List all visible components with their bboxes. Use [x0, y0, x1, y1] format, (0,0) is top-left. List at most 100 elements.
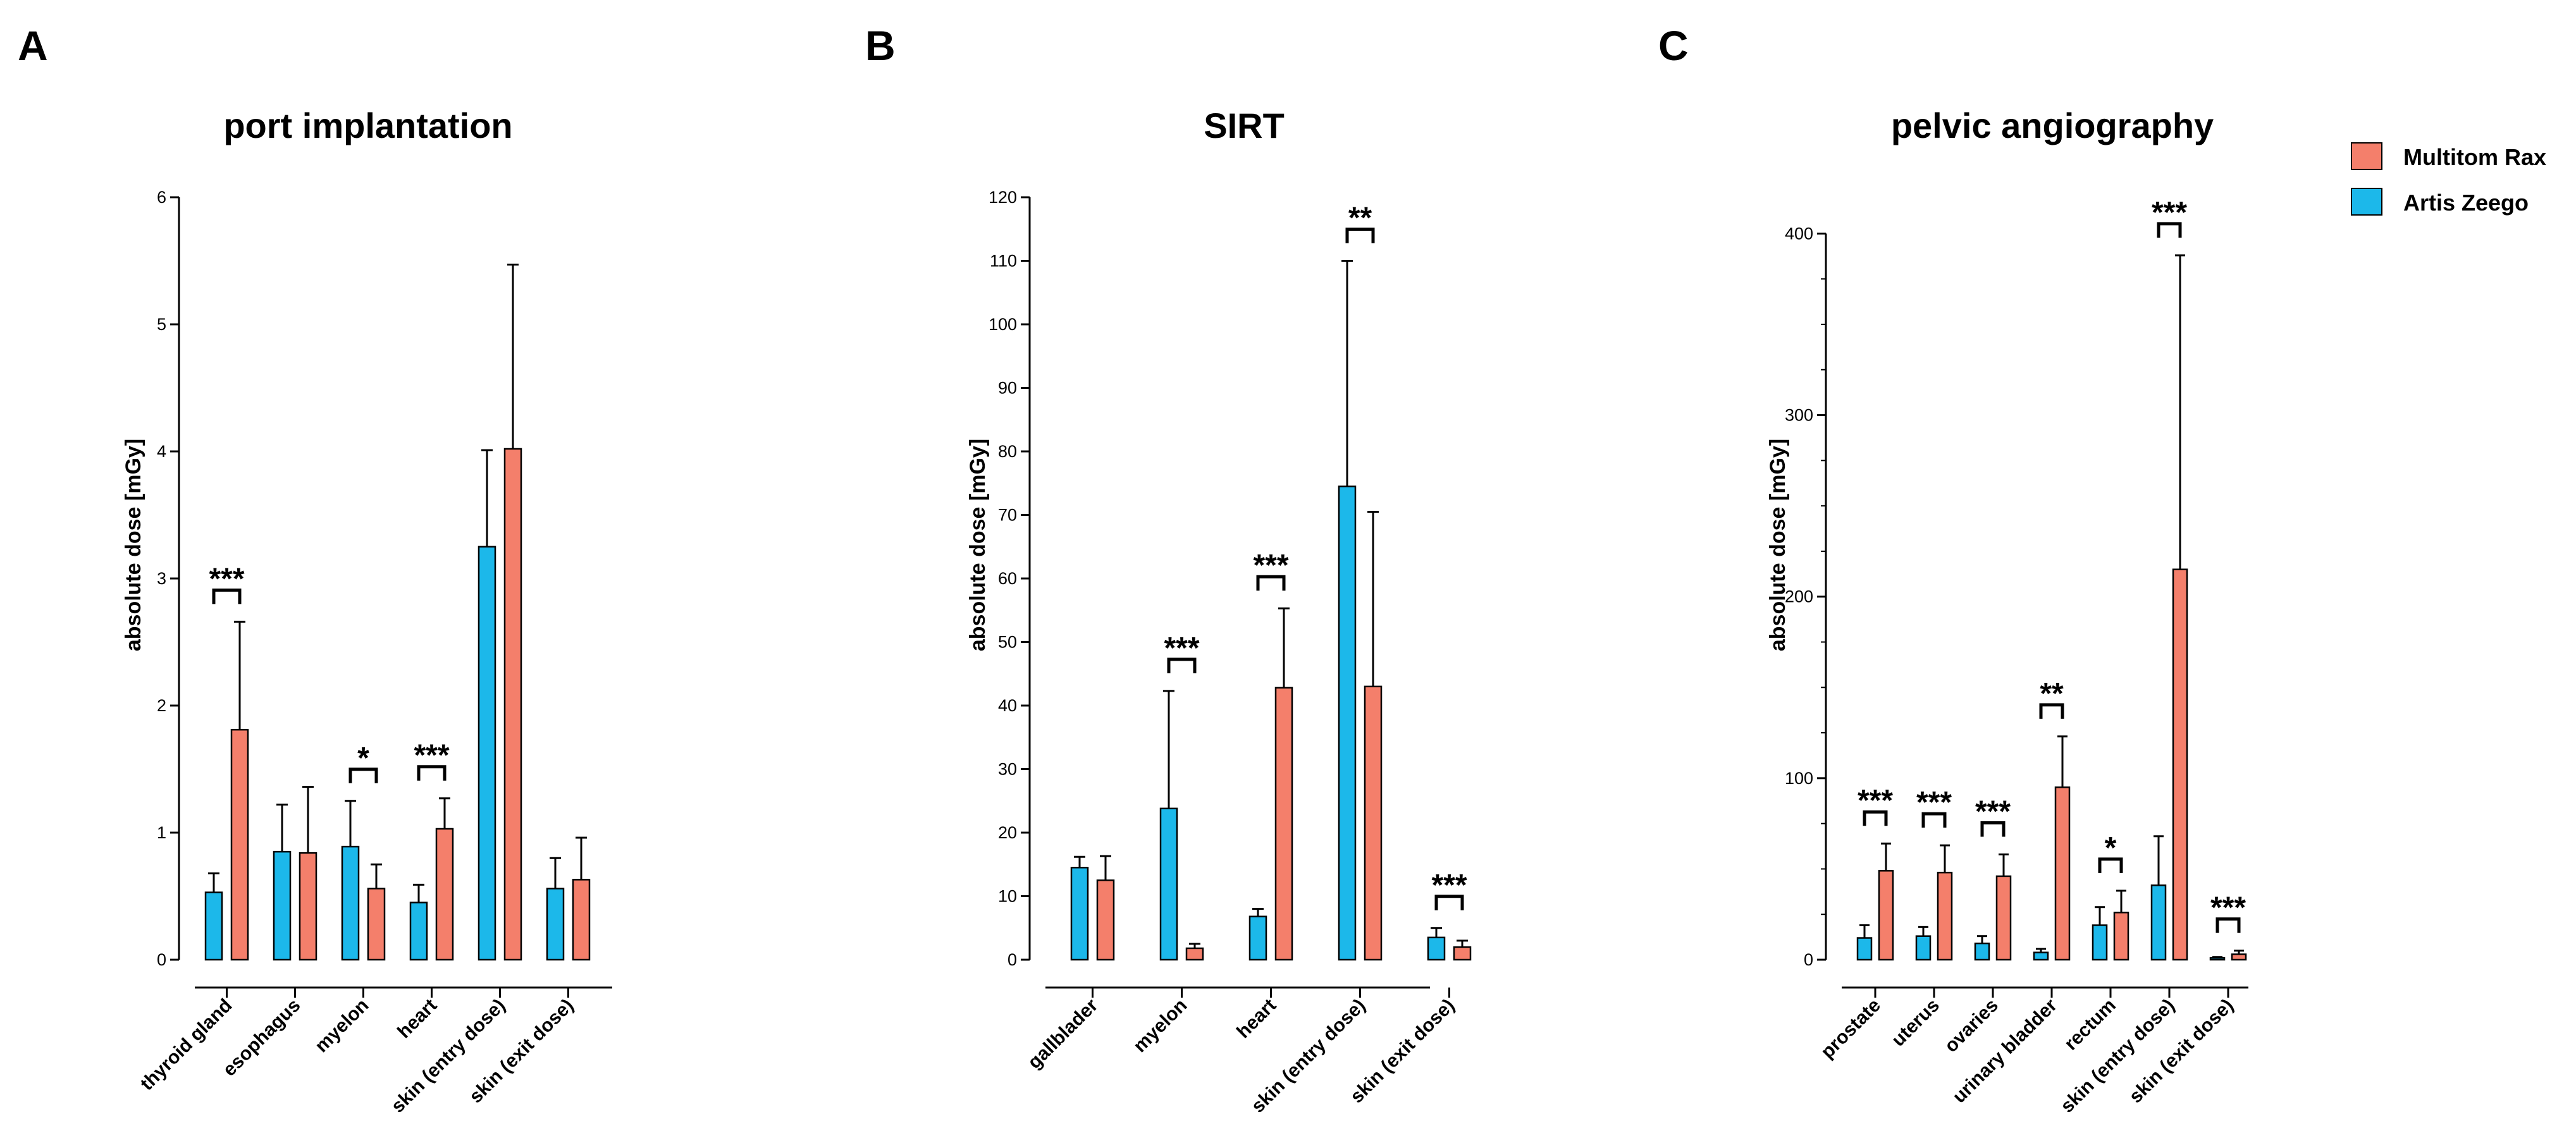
legend-label-artis: Artis Zeego — [2403, 190, 2529, 216]
y-tick-label: 1 — [157, 823, 166, 842]
significance-bracket — [1256, 575, 1286, 591]
bar-multitom — [1096, 879, 1115, 961]
y-tick-label: 6 — [157, 188, 166, 207]
significance-label: *** — [414, 739, 449, 773]
bar-multitom — [435, 828, 454, 961]
bar-artis — [273, 850, 292, 961]
category-label: skin (entry dose) — [2057, 995, 2179, 1117]
bar-artis — [2092, 924, 2108, 961]
significance-bracket — [1434, 895, 1464, 910]
bar-artis — [1974, 942, 1990, 961]
panel-title: pelvic angiography — [1891, 106, 2214, 145]
significance-bracket — [1345, 228, 1375, 243]
y-tick-label: 300 — [1785, 406, 1813, 425]
y-tick-label: 40 — [998, 696, 1017, 715]
legend-swatch-multitom — [2351, 142, 2382, 170]
y-tick-label: 4 — [157, 442, 166, 461]
y-tick-label: 100 — [1785, 769, 1813, 788]
bar-multitom — [2172, 568, 2188, 961]
significance-bracket — [348, 768, 378, 783]
significance-label: *** — [2210, 891, 2246, 925]
significance-bracket — [417, 765, 447, 781]
category-label: prostate — [1817, 995, 1885, 1063]
bar-artis — [1248, 915, 1267, 961]
bar-multitom — [1185, 947, 1204, 961]
legend: Multitom Rax Artis Zeego — [2351, 142, 2546, 216]
significance-label: ** — [2040, 677, 2064, 711]
y-tick-label: 120 — [989, 188, 1017, 207]
bar-artis — [1338, 486, 1357, 961]
bar-artis — [478, 546, 496, 961]
panel-c: C pelvic angiography absolute dose [mGy]… — [1658, 22, 2248, 1117]
bar-multitom — [1878, 870, 1894, 961]
panel-b: B SIRT absolute dose [mGy] 0 10 20 30 40 50 60… — [865, 22, 1472, 1117]
y-tick-label: 400 — [1785, 224, 1813, 243]
bar-multitom — [367, 888, 386, 961]
y-tick-label: 20 — [998, 823, 1017, 842]
significance-label: *** — [1253, 549, 1288, 582]
significance-bracket — [1167, 658, 1197, 673]
bar-artis — [409, 902, 428, 961]
y-tick-label: 50 — [998, 633, 1017, 652]
panel-letter: A — [18, 22, 48, 69]
y-tick-label: 90 — [998, 379, 1017, 398]
bar-artis — [1159, 807, 1178, 961]
y-tick-label: 3 — [157, 569, 166, 588]
panel-a: A port implantation absolute dose [mGy] … — [18, 22, 612, 1117]
significance-bracket — [2039, 703, 2064, 719]
significance-bracket — [212, 588, 242, 604]
y-tick-label: 60 — [998, 569, 1017, 588]
significance-bracket — [2157, 222, 2182, 238]
significance-label: *** — [1916, 786, 1952, 819]
bar-artis — [1915, 935, 1932, 961]
y-tick-label: 10 — [998, 887, 1017, 906]
bar-artis — [2150, 884, 2167, 961]
bar-artis — [1070, 867, 1089, 961]
significance-label: *** — [1431, 869, 1467, 902]
plot-area: 0 10 20 30 40 50 60 70 80 90 100 110 120 gallblader my… — [989, 188, 1472, 1117]
bar-artis — [204, 891, 223, 961]
significance-bracket — [2098, 857, 2123, 873]
significance-label: *** — [209, 562, 244, 596]
category-label: skin (entry dose) — [387, 995, 509, 1117]
significance-label: *** — [2152, 196, 2187, 229]
bar-multitom — [1937, 871, 1953, 961]
y-tick-label: 30 — [998, 760, 1017, 779]
bar-artis — [1856, 937, 1873, 961]
bar-multitom — [2113, 912, 2129, 961]
panel-letter: C — [1658, 22, 1689, 69]
bar-artis — [2209, 957, 2226, 961]
legend-swatch-artis — [2351, 188, 2382, 216]
panel-letter: B — [865, 22, 896, 69]
legend-label-multitom: Multitom Rax — [2403, 144, 2546, 170]
bar-artis — [2033, 951, 2049, 961]
significance-label: * — [357, 742, 369, 775]
significance-bracket — [2215, 917, 2241, 933]
bar-multitom — [1453, 946, 1472, 961]
y-tick-label: 0 — [1804, 950, 1813, 969]
bar-artis — [341, 845, 360, 961]
category-label: rectum — [2061, 995, 2120, 1055]
significance-bracket — [1980, 821, 2006, 837]
significance-label: *** — [1858, 784, 1893, 817]
significance-label: *** — [1164, 632, 1199, 665]
bar-multitom — [2054, 786, 2071, 961]
significance-label: *** — [1975, 795, 2011, 828]
panel-title: SIRT — [1204, 106, 1285, 145]
y-tick-label: 5 — [157, 315, 166, 334]
y-axis-label: absolute dose [mGy] — [966, 439, 990, 651]
bar-multitom — [1274, 687, 1293, 961]
bar-multitom — [2231, 953, 2247, 961]
y-tick-label: 80 — [998, 442, 1017, 461]
bar-multitom — [1364, 685, 1383, 961]
y-axis-label: absolute dose [mGy] — [121, 439, 145, 651]
y-tick-label: 110 — [990, 252, 1017, 271]
category-label: urinary bladder — [1949, 994, 2061, 1107]
category-label: heart — [393, 995, 441, 1043]
y-tick-label: 70 — [998, 506, 1017, 525]
category-label: skin (exit dose) — [2125, 995, 2238, 1108]
bar-multitom — [230, 728, 249, 961]
bar-multitom — [503, 448, 522, 961]
